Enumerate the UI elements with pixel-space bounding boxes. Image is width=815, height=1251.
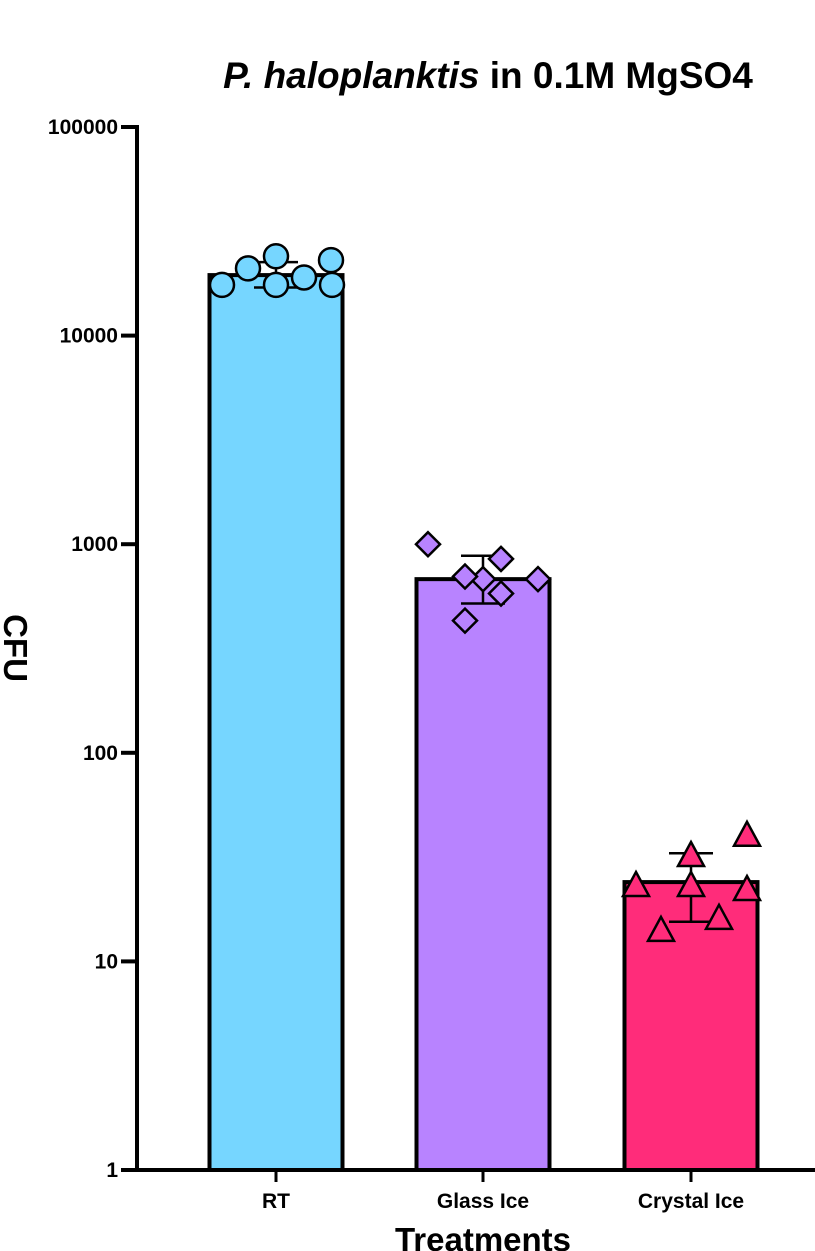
y-tick-label-0: 1 [106,1159,118,1182]
data-point-0-0 [208,271,236,299]
y-tick-label-3: 1000 [71,533,118,556]
y-tick-label-2: 100 [83,742,118,765]
bar-0 [207,273,345,1173]
chart-title-italic: P. haloplanktis [223,55,479,96]
data-point-2-5 [731,819,763,848]
data-point-0-3 [262,271,290,299]
y-tick-label-1: 10 [95,950,118,973]
data-point-2-2 [675,839,707,868]
y-tick-label-4: 10000 [60,325,118,348]
data-point-1-2 [451,562,479,591]
data-point-2-6 [731,873,763,902]
data-point-0-6 [318,271,346,299]
data-point-0-4 [290,264,318,291]
y-axis-title: CFU [0,614,34,682]
bars-layer [207,273,760,1173]
axes-layer: RT Glass Ice Crystal Ice 1 10 100 1000 10000 100… [48,116,815,1213]
data-point-0-5 [317,246,345,274]
x-tick-label-1: Glass Ice [437,1190,529,1213]
data-point-0-1 [234,255,262,282]
data-point-2-3 [675,869,707,898]
bar-2 [622,880,760,1173]
data-point-0-2 [262,243,290,270]
data-point-2-0 [620,869,652,898]
chart-title: P. haloplanktis in 0.1M MgSO4 [223,55,753,96]
data-point-1-5 [487,579,515,608]
data-point-1-4 [487,545,515,573]
points-layer [208,243,763,943]
chart-title-rest: in 0.1M MgSO4 [479,55,753,96]
data-point-2-1 [645,914,677,943]
x-axis-title: Treatments [395,1221,571,1251]
data-point-1-6 [524,565,552,593]
y-tick-label-5: 100000 [48,116,118,139]
data-point-2-4 [703,902,735,931]
bar-1 [414,577,552,1172]
x-tick-label-2: Crystal Ice [638,1190,744,1213]
data-point-1-3 [451,606,479,635]
data-point-1-0 [414,530,442,558]
x-tick-label-0: RT [262,1190,290,1213]
